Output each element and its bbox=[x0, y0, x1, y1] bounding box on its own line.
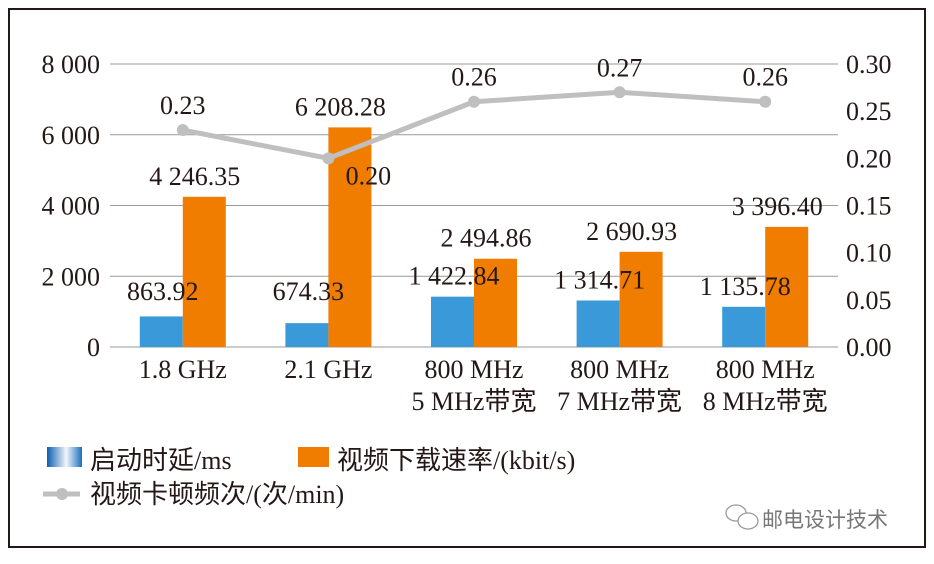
data-label-startup-delay: 1 314.71 bbox=[554, 265, 645, 294]
legend-item-stall-frequency: 视频卡顿频次/(次/min) bbox=[43, 480, 344, 509]
legend-label: 视频下载速率/(kbit/s) bbox=[337, 446, 575, 475]
right-tick-label: 0.30 bbox=[846, 50, 892, 79]
x-tick-label: 800 MHz bbox=[716, 355, 815, 384]
data-label-stall-frequency: 0.27 bbox=[597, 53, 643, 82]
bar-startup-delay bbox=[139, 316, 183, 347]
right-tick-label: 0.10 bbox=[846, 239, 892, 268]
right-tick-label: 0.15 bbox=[846, 192, 892, 221]
line-point bbox=[322, 152, 335, 165]
x-tick-label: 2.1 GHz bbox=[284, 355, 372, 384]
line-point bbox=[613, 86, 626, 99]
x-tick-label: 1.8 GHz bbox=[139, 355, 227, 384]
right-tick-label: 0.25 bbox=[846, 97, 892, 126]
bar-download-rate bbox=[328, 127, 372, 347]
data-label-startup-delay: 674.33 bbox=[273, 277, 345, 306]
bar-startup-delay bbox=[576, 300, 620, 347]
legend-swatch bbox=[47, 447, 82, 467]
left-tick-label: 4 000 bbox=[42, 192, 101, 221]
legend-item-startup-delay: 启动时延/ms bbox=[47, 446, 232, 475]
left-tick-label: 0 bbox=[87, 333, 100, 362]
x-tick-label: 800 MHz bbox=[570, 355, 669, 384]
bar-download-rate bbox=[474, 258, 517, 347]
legend-item-download-rate: 视频下载速率/(kbit/s) bbox=[298, 446, 575, 475]
bar-download-rate bbox=[182, 196, 226, 347]
legend-marker bbox=[56, 488, 68, 500]
bar-startup-delay bbox=[285, 323, 329, 347]
watermark-text: 邮电设计技术 bbox=[762, 508, 888, 532]
data-label-stall-frequency: 0.23 bbox=[160, 91, 206, 120]
data-label-startup-delay: 1 422.84 bbox=[409, 262, 500, 291]
legend-swatch bbox=[298, 447, 329, 467]
data-label-stall-frequency: 0.26 bbox=[451, 63, 497, 92]
bar-download-rate bbox=[765, 226, 809, 347]
bar-download-rate bbox=[619, 251, 663, 347]
data-label-download-rate: 2 494.86 bbox=[441, 224, 532, 253]
left-tick-label: 2 000 bbox=[42, 262, 101, 291]
x-tick-label: 8 MHz带宽 bbox=[703, 387, 828, 416]
right-tick-label: 0.05 bbox=[846, 286, 892, 315]
line-point bbox=[468, 95, 480, 108]
line-point bbox=[176, 124, 189, 137]
data-label-download-rate: 3 396.40 bbox=[732, 192, 823, 221]
x-tick-label: 7 MHz带宽 bbox=[557, 387, 682, 416]
data-label-stall-frequency: 0.20 bbox=[346, 161, 392, 190]
line-point bbox=[759, 95, 772, 108]
wechat-icon bbox=[725, 504, 759, 530]
x-tick-label: 5 MHz带宽 bbox=[412, 387, 537, 416]
left-tick-label: 8 000 bbox=[42, 50, 101, 79]
watermark: 邮电设计技术 bbox=[725, 504, 888, 532]
right-tick-label: 0.20 bbox=[846, 144, 892, 173]
data-label-startup-delay: 1 135.78 bbox=[700, 272, 791, 301]
x-tick-label: 800 MHz bbox=[425, 355, 524, 384]
data-label-download-rate: 6 208.28 bbox=[295, 92, 386, 121]
bar-startup-delay bbox=[431, 296, 474, 347]
data-label-download-rate: 2 690.93 bbox=[586, 217, 677, 246]
bar-startup-delay bbox=[722, 306, 766, 347]
legend-label: 视频卡顿频次/(次/min) bbox=[90, 480, 344, 509]
right-tick-label: 0.00 bbox=[846, 333, 892, 362]
data-label-startup-delay: 863.92 bbox=[127, 277, 199, 306]
left-tick-label: 6 000 bbox=[42, 121, 101, 150]
data-label-download-rate: 4 246.35 bbox=[149, 162, 240, 191]
data-label-stall-frequency: 0.26 bbox=[742, 63, 788, 92]
legend-label: 启动时延/ms bbox=[90, 446, 232, 475]
